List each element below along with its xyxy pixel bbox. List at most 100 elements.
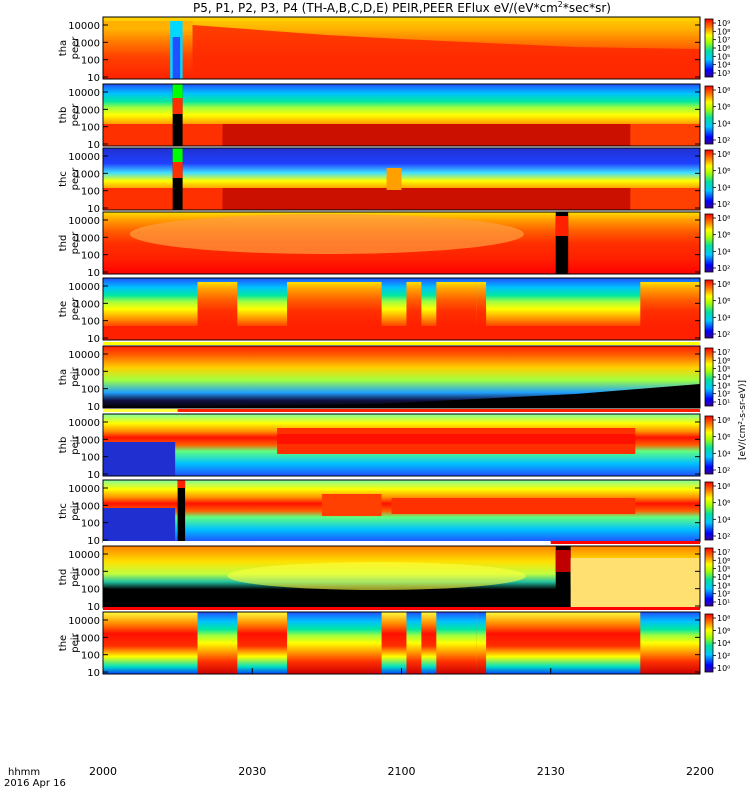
panel-instrument-label: peer: [70, 36, 81, 60]
colorbar-tick-label: 10²: [717, 652, 730, 661]
y-tick-label: 10000: [68, 282, 100, 293]
colorbar-tick-label: 10³: [717, 381, 730, 390]
panel-thd-peer: 10 100 1000 10000 thd peer 10⁸ 10⁶ 10⁴ 10²: [58, 211, 730, 279]
x-tick-label: 2030: [238, 765, 266, 778]
x-axis-label-hhmm: hhmm: [8, 767, 40, 778]
y-tick-label: 1000: [75, 169, 100, 180]
panel-the-peir: 10 100 1000 10000 the peir 10⁸ 10⁶ 10⁴ 10² 10⁰: [58, 611, 730, 679]
mode-bar: [103, 607, 700, 610]
colorbar: [704, 347, 714, 407]
colorbar-tick-label: 10⁶: [717, 556, 730, 565]
colorbar-tick-label: 10⁶: [717, 499, 730, 508]
colorbar-tick-label: 10³: [717, 581, 730, 590]
colorbar-tick-label: 10⁶: [717, 627, 730, 636]
y-tick-label: 1000: [75, 435, 100, 446]
colorbar-tick-label: 10⁶: [717, 433, 730, 442]
colorbar-tick-label: 10⁶: [717, 356, 730, 365]
panel-instrument-label: peir: [70, 632, 81, 652]
colorbar-tick-label: 10¹: [717, 598, 730, 607]
y-tick-label: 1000: [75, 299, 100, 310]
panel-probe-label: the: [58, 301, 69, 317]
panel-thc-peer: 10 100 1000 10000 thc peer 10⁸ 10⁶ 10⁴ 10²: [58, 147, 730, 215]
colorbar-tick-label: 10⁴: [717, 313, 730, 322]
y-tick-label: 100: [81, 585, 100, 596]
y-tick-label: 100: [81, 651, 100, 662]
y-tick-label: 10: [87, 334, 100, 345]
panel-thb-peer: 10 100 1000 10000 thb peer 10⁸ 10⁶ 10⁴ 10²: [58, 83, 730, 151]
x-tick-label: 2100: [388, 765, 416, 778]
panel-probe-label: thc: [58, 171, 69, 187]
colorbar: [704, 481, 714, 541]
panel-probe-label: the: [58, 635, 69, 651]
chart-title-sup: 2: [558, 0, 563, 9]
colorbar-tick-label: 10⁴: [717, 183, 730, 192]
y-tick-label: 1000: [75, 38, 100, 49]
y-tick-label: 1000: [75, 233, 100, 244]
panel-instrument-label: peir: [70, 500, 81, 520]
colorbar-tick-label: 10⁸: [717, 614, 730, 623]
panel-probe-label: thb: [58, 107, 69, 124]
colorbar-tick-label: 10²: [717, 590, 730, 599]
y-tick-label: 100: [81, 385, 100, 396]
panel-thd-peir: 10 100 1000 10000 thd peir 10⁷10⁶10⁵10⁴10³10²1…: [58, 545, 730, 613]
y-tick-label: 10000: [68, 550, 100, 561]
colorbar-tick-label: 10²: [717, 390, 730, 399]
y-tick-label: 1000: [75, 105, 100, 116]
y-tick-label: 10: [87, 470, 100, 481]
panel-instrument-label: peer: [70, 297, 81, 321]
mode-bar: [177, 409, 700, 412]
colorbar-tick-label: 10⁵: [717, 565, 730, 574]
y-tick-label: 10000: [68, 88, 100, 99]
colorbar: [704, 149, 714, 209]
panel-probe-label: thc: [58, 503, 69, 519]
y-tick-label: 10: [87, 668, 100, 679]
panel-instrument-label: peer: [70, 103, 81, 127]
mode-bar: [103, 409, 178, 412]
panel-probe-label: tha: [58, 40, 69, 56]
colorbar-tick-label: 10⁸: [717, 482, 730, 491]
colorbar-tick-label: 10²: [717, 466, 730, 475]
y-tick-label: 10: [87, 602, 100, 613]
colorbar-tick-label: 10²: [717, 330, 730, 339]
x-axis: 2000 2030 2100 2130 2200: [89, 668, 714, 778]
y-tick-label: 1000: [75, 633, 100, 644]
y-tick-label: 10000: [68, 350, 100, 361]
x-tick-label: 2130: [537, 765, 565, 778]
panel-instrument-label: peir: [70, 434, 81, 454]
y-tick-label: 10000: [68, 418, 100, 429]
colorbar-tick-label: 10¹: [717, 398, 730, 407]
mode-bar: [103, 342, 700, 345]
colorbar: [704, 547, 714, 607]
colorbar-tick-label: 10⁸: [717, 416, 730, 425]
y-tick-label: 10: [87, 140, 100, 151]
panel-instrument-label: peir: [70, 366, 81, 386]
panel-probe-label: thd: [58, 569, 69, 586]
chart-title: P5, P1, P2, P3, P4 (TH-A,B,C,D,E) PEIR,P…: [193, 0, 611, 15]
colorbar-tick-label: 10⁴: [717, 449, 730, 458]
colorbar-tick-label: 10⁶: [717, 231, 730, 240]
y-tick-label: 10000: [68, 484, 100, 495]
colorbar-tick-label: 10⁸: [717, 86, 730, 95]
colorbar-tick-label: 10³: [717, 69, 730, 78]
y-tick-label: 10: [87, 204, 100, 215]
y-tick-label: 10000: [68, 152, 100, 163]
panel-thc-peir: 10 100 1000 10000 thc peir 10⁸ 10⁶ 10⁴ 10²: [58, 479, 730, 547]
panel-the-peer: 10 100 1000 10000 the peer 10⁸ 10⁶ 10⁴ 10²: [58, 277, 730, 345]
colorbar-tick-label: 10⁴: [717, 639, 730, 648]
colorbar-tick-label: 10⁶: [717, 44, 730, 53]
y-tick-label: 1000: [75, 367, 100, 378]
panel-probe-label: thd: [58, 235, 69, 252]
y-tick-label: 10000: [68, 21, 100, 32]
panel-tha-peir: 10 100 1000 10000 tha peir 10⁷10⁶10⁵10⁴10³10²1…: [58, 345, 730, 413]
y-tick-label: 10: [87, 73, 100, 84]
colorbar-tick-label: 10⁴: [717, 573, 730, 582]
colorbar: [704, 279, 714, 339]
panel-thb-peir: 10 100 1000 10000 thb peir 10⁸ 10⁶ 10⁴ 10²: [58, 413, 730, 481]
panel-probe-label: thb: [58, 437, 69, 454]
colorbar-tick-label: 10²: [717, 200, 730, 209]
x-tick-label: 2000: [89, 765, 117, 778]
colorbar-tick-label: 10⁶: [717, 297, 730, 306]
y-tick-label: 10000: [68, 216, 100, 227]
